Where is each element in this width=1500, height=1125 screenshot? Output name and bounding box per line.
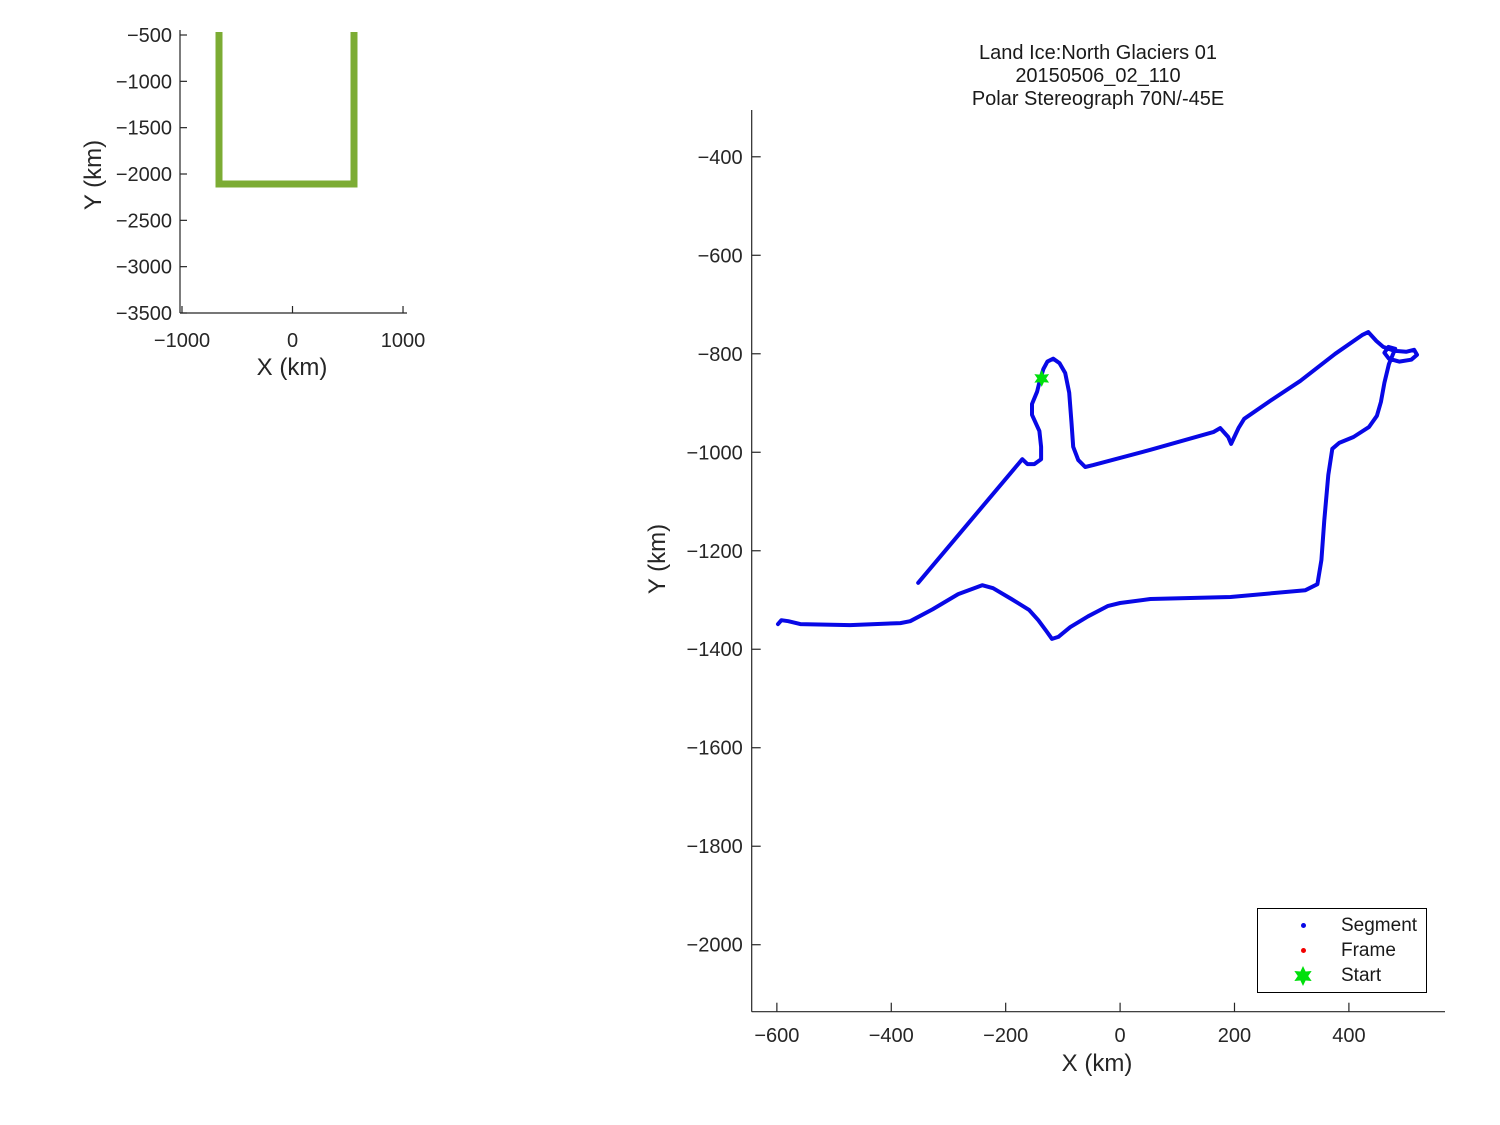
legend-box: Segment Frame Start	[1257, 908, 1427, 993]
start-marker	[1034, 369, 1050, 387]
x-tick-label: 0	[287, 330, 298, 352]
y-tick-label: −2500	[116, 210, 172, 232]
y-tick-label: −1500	[116, 118, 172, 140]
x-tick-label: 1000	[381, 330, 426, 352]
y-tick-label: −1600	[687, 738, 743, 760]
x-tick-label: 0	[1115, 1025, 1126, 1047]
y-tick-label: −3500	[116, 303, 172, 325]
legend-label-start: Start	[1341, 964, 1382, 986]
legend-label-frame: Frame	[1341, 939, 1396, 961]
x-tick-label: −200	[983, 1025, 1028, 1047]
y-tick-label: −1200	[687, 541, 743, 563]
legend-row-segment: Segment	[1258, 914, 1426, 938]
y-tick-label: −1000	[116, 71, 172, 93]
y-tick-label: −500	[127, 25, 172, 47]
trajectory-xlabel: X (km)	[1061, 1050, 1133, 1077]
survey-region-track	[215, 32, 358, 188]
overview-xlabel: X (km)	[256, 354, 328, 381]
x-tick-label: 400	[1332, 1025, 1365, 1047]
title-line-1: Land Ice:North Glaciers 01	[979, 42, 1217, 64]
x-tick-label: 200	[1218, 1025, 1251, 1047]
y-tick-label: −400	[698, 147, 743, 169]
y-tick-label: −2000	[687, 935, 743, 957]
y-tick-label: −800	[698, 344, 743, 366]
legend-row-start: Start	[1258, 964, 1426, 988]
overview-plot: −1000 0 1000 −500 −1000 −1500 −2000 −2500 −3000 −…	[116, 25, 425, 352]
y-tick-label: −3000	[116, 257, 172, 279]
y-tick-label: −2000	[116, 164, 172, 186]
legend-label-segment: Segment	[1341, 914, 1418, 936]
y-tick-label: −600	[698, 245, 743, 267]
trajectory-ylabel: Y (km)	[644, 523, 671, 595]
overview-ylabel: Y (km)	[80, 139, 107, 211]
y-tick-label: −1000	[687, 442, 743, 464]
start-hexagram-icon	[1294, 965, 1312, 986]
x-tick-label: −600	[754, 1025, 799, 1047]
legend-row-frame: Frame	[1258, 939, 1426, 963]
segment-dot-icon	[1300, 923, 1306, 928]
plot-title: Land Ice:North Glaciers 01 20150506_02_1…	[818, 42, 1378, 111]
x-tick-label: −1000	[154, 330, 210, 352]
trajectory-plot: −600 −400 −200 0 200 400−400−600−800−1000−120…	[687, 110, 1445, 1047]
title-line-2: 20150506_02_110	[1015, 65, 1181, 87]
title-line-3: Polar Stereograph 70N/-45E	[971, 88, 1225, 110]
frame-dot-icon	[1300, 948, 1306, 953]
segment-track	[776, 330, 1419, 641]
y-tick-label: −1800	[687, 836, 743, 858]
y-tick-label: −1400	[687, 639, 743, 661]
x-tick-label: −400	[869, 1025, 914, 1047]
